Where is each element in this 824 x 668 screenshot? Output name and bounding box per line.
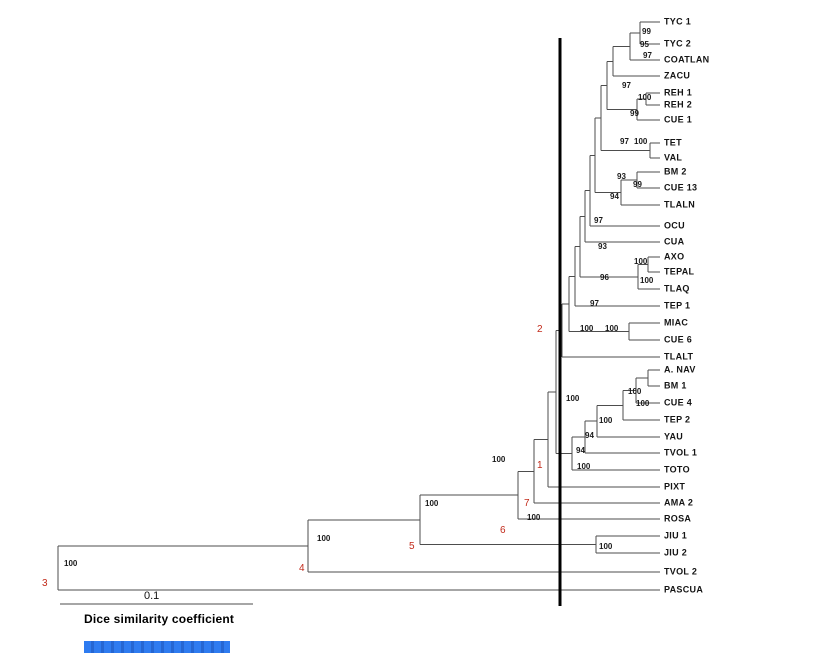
- bootstrap-value: 100: [566, 394, 580, 403]
- taxon-label: PIXT: [664, 481, 686, 492]
- bootstrap-value: 100: [64, 559, 78, 568]
- taxon-label: TEPAL: [664, 266, 695, 277]
- bootstrap-value: 100: [577, 462, 591, 471]
- bootstrap-value: 100: [317, 534, 331, 543]
- bootstrap-value: 93: [617, 172, 626, 181]
- clade-number: 6: [500, 525, 506, 536]
- taxon-label: BM 2: [664, 166, 687, 177]
- taxon-label: TYC 1: [664, 16, 692, 27]
- taxon-label: COATLAN: [664, 54, 710, 65]
- taxon-label: TLALN: [664, 199, 695, 210]
- taxon-label: REH 2: [664, 99, 693, 110]
- scale-bar-value: 0.1: [144, 590, 160, 602]
- taxon-label: TEP 2: [664, 414, 691, 425]
- clade-number: 7: [524, 498, 530, 509]
- bootstrap-value: 97: [622, 81, 631, 90]
- bootstrap-value: 100: [580, 324, 594, 333]
- bootstrap-value: 97: [590, 299, 599, 308]
- taxon-label: MIAC: [664, 317, 689, 328]
- scale-caption: Dice similarity coefficient: [84, 612, 235, 626]
- bootstrap-value: 99: [630, 109, 639, 118]
- taxon-label: A. NAV: [664, 364, 696, 375]
- bootstrap-value: 100: [638, 93, 652, 102]
- bootstrap-value: 100: [634, 257, 648, 266]
- text-selection-highlight: [84, 641, 230, 653]
- taxon-label: CUE 13: [664, 182, 698, 193]
- bootstrap-value: 100: [425, 499, 439, 508]
- taxon-label: ROSA: [664, 513, 692, 524]
- taxon-label: CUE 4: [664, 397, 693, 408]
- taxon-label: CUE 1: [664, 114, 693, 125]
- taxon-label: PASCUA: [664, 584, 704, 595]
- bootstrap-value: 99: [642, 27, 651, 36]
- taxon-label: VAL: [664, 152, 683, 163]
- taxon-label: TEP 1: [664, 300, 691, 311]
- bootstrap-value: 100: [636, 399, 650, 408]
- taxon-label: TVOL 2: [664, 566, 698, 577]
- taxon-label: TLALT: [664, 351, 694, 362]
- bootstrap-value: 100: [527, 513, 541, 522]
- bootstrap-value: 100: [599, 542, 613, 551]
- bootstrap-value: 97: [594, 216, 603, 225]
- bootstrap-value: 94: [585, 431, 594, 440]
- bootstrap-value: 94: [610, 192, 619, 201]
- bootstrap-value: 97: [620, 137, 629, 146]
- taxon-label: TET: [664, 137, 682, 148]
- taxon-label: CUA: [664, 236, 685, 247]
- taxon-label: OCU: [664, 220, 685, 231]
- bootstrap-value: 93: [598, 242, 607, 251]
- taxon-label: YAU: [664, 431, 684, 442]
- clade-number: 4: [299, 563, 305, 574]
- taxon-label: CUE 6: [664, 334, 693, 345]
- taxon-label: AMA 2: [664, 497, 694, 508]
- taxon-label: TYC 2: [664, 38, 692, 49]
- bootstrap-value: 99: [633, 180, 642, 189]
- taxon-label: AXO: [664, 251, 685, 262]
- clade-number: 5: [409, 541, 415, 552]
- bootstrap-value: 100: [628, 387, 642, 396]
- taxon-label: TOTO: [664, 464, 690, 475]
- bootstrap-value: 94: [576, 446, 585, 455]
- taxon-label: JIU 1: [664, 530, 688, 541]
- bootstrap-value: 95: [640, 40, 649, 49]
- taxon-label: BM 1: [664, 380, 687, 391]
- taxon-label: REH 1: [664, 87, 693, 98]
- bootstrap-value: 100: [492, 455, 506, 464]
- bootstrap-value: 100: [599, 416, 613, 425]
- bootstrap-value: 100: [634, 137, 648, 146]
- bootstrap-value: 96: [600, 273, 609, 282]
- clade-number: 1: [537, 460, 543, 471]
- clade-number: 2: [537, 324, 543, 335]
- bootstrap-value: 97: [643, 51, 652, 60]
- taxon-label: ZACU: [664, 70, 691, 81]
- taxon-label: TVOL 1: [664, 447, 698, 458]
- bootstrap-value: 100: [640, 276, 654, 285]
- taxon-label: TLAQ: [664, 283, 690, 294]
- bootstrap-value: 100: [605, 324, 619, 333]
- taxon-label: JIU 2: [664, 547, 688, 558]
- clade-number: 3: [42, 578, 48, 589]
